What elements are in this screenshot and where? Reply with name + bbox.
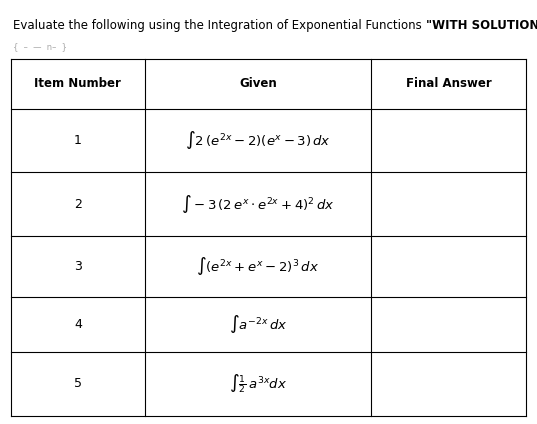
Text: "WITH SOLUTION!": "WITH SOLUTION!" bbox=[426, 19, 537, 32]
Text: 1: 1 bbox=[74, 134, 82, 147]
Text: Evaluate the following using the Integration of Exponential Functions: Evaluate the following using the Integra… bbox=[13, 19, 426, 32]
Text: 2: 2 bbox=[74, 198, 82, 211]
Text: {  –  —  n–  }: { – — n– } bbox=[13, 42, 68, 51]
Text: $\int (e^{2x}+e^x-2)^{3}\,dx$: $\int (e^{2x}+e^x-2)^{3}\,dx$ bbox=[197, 255, 319, 277]
Text: $\int -3\,(2\,e^x \cdot e^{2x}+4)^2\,dx$: $\int -3\,(2\,e^x \cdot e^{2x}+4)^2\,dx$ bbox=[181, 193, 335, 215]
Text: $\int \frac{1}{2}\,a^{3x}dx$: $\int \frac{1}{2}\,a^{3x}dx$ bbox=[229, 372, 287, 395]
Text: 4: 4 bbox=[74, 318, 82, 331]
Text: $\int 2\,(e^{2x}-2)(e^x-3)\,dx$: $\int 2\,(e^{2x}-2)(e^x-3)\,dx$ bbox=[185, 129, 331, 151]
Text: $\int a^{-2x}\,dx$: $\int a^{-2x}\,dx$ bbox=[229, 313, 287, 335]
Text: Item Number: Item Number bbox=[34, 78, 121, 90]
Text: 5: 5 bbox=[74, 377, 82, 390]
Text: Given: Given bbox=[239, 78, 277, 90]
Text: Final Answer: Final Answer bbox=[405, 78, 491, 90]
Text: 3: 3 bbox=[74, 260, 82, 273]
